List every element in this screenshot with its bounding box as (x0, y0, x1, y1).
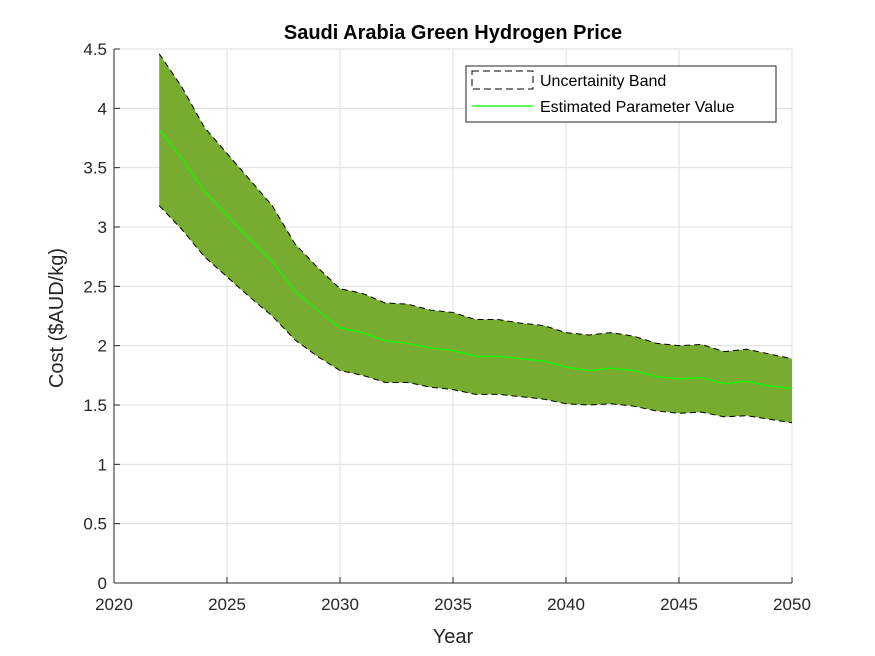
y-tick-label: 3 (98, 218, 107, 237)
x-axis-label: Year (433, 626, 474, 648)
x-tick-labels: 2020 2025 2030 2035 2040 2045 2050 (95, 595, 811, 614)
legend-band-label: Uncertainity Band (540, 73, 666, 90)
y-tick-label: 4.5 (83, 40, 107, 59)
legend-line-label: Estimated Parameter Value (540, 99, 735, 116)
y-axis-label: Cost ($AUD/kg) (46, 248, 68, 388)
x-tick-label: 2045 (660, 595, 698, 614)
y-tick-label: 4 (98, 99, 107, 118)
x-tick-label: 2050 (773, 595, 811, 614)
x-tick-label: 2025 (208, 595, 246, 614)
x-tick-label: 2030 (321, 595, 359, 614)
band-lower-edge (158, 205, 793, 424)
legend: Uncertainity Band Estimated Parameter Va… (465, 65, 777, 123)
chart-title: Saudi Arabia Green Hydrogen Price (284, 22, 622, 44)
estimate-line (158, 129, 793, 389)
y-tick-label: 2.5 (83, 277, 107, 296)
x-tick-label: 2040 (547, 595, 585, 614)
y-tick-label: 1.5 (83, 396, 107, 415)
legend-band-swatch (471, 70, 534, 90)
y-tick-labels: 0 0.5 1 1.5 2 2.5 3 3.5 4 4.5 (83, 40, 107, 593)
y-tick-label: 3.5 (83, 159, 107, 178)
x-tick-label: 2035 (434, 595, 472, 614)
y-tick-label: 0 (98, 574, 107, 593)
legend-box (465, 65, 777, 123)
band-layer (158, 53, 793, 424)
band-upper-edge (158, 53, 793, 360)
y-tick-label: 0.5 (83, 515, 107, 534)
uncertainty-band (159, 53, 792, 423)
y-tick-label: 1 (98, 455, 107, 474)
y-tick-label: 2 (98, 337, 107, 356)
axes (113, 48, 793, 584)
x-tick-label: 2020 (95, 595, 133, 614)
